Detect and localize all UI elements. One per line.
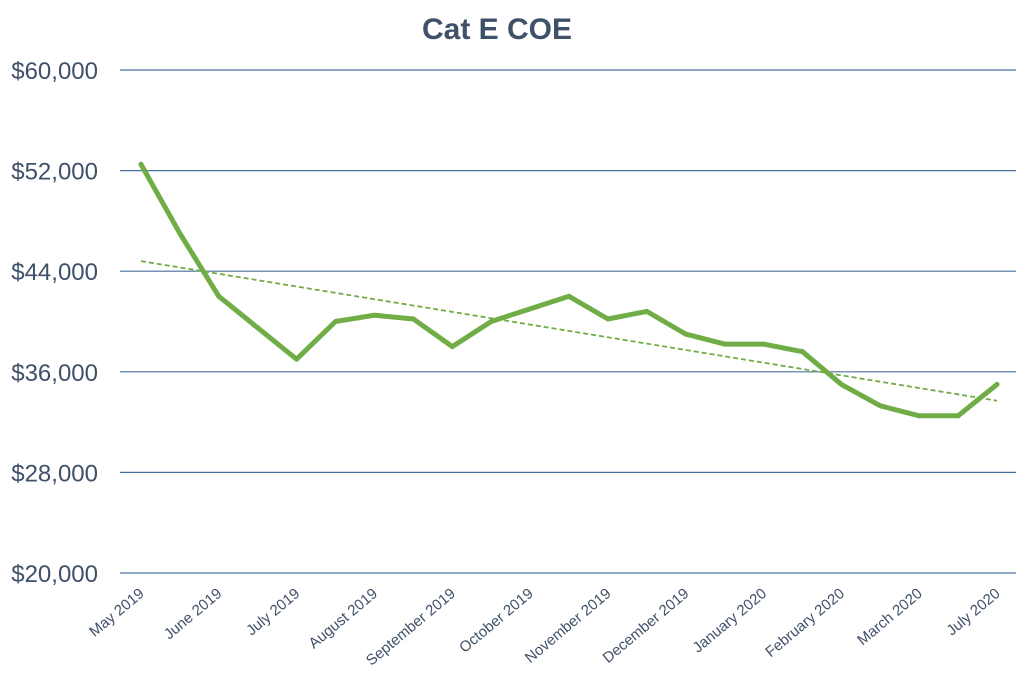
data-point bbox=[527, 306, 533, 312]
y-tick-label: $36,000 bbox=[11, 360, 98, 387]
y-tick-label: $44,000 bbox=[11, 259, 98, 286]
y-tick-label: $60,000 bbox=[11, 58, 98, 85]
x-tick-label: August 2019 bbox=[306, 585, 381, 652]
data-point bbox=[877, 403, 883, 409]
x-tick-label: January 2020 bbox=[690, 585, 771, 656]
grid-lines bbox=[120, 69, 1016, 574]
data-point bbox=[916, 413, 922, 419]
x-tick-label: July 2019 bbox=[243, 585, 303, 639]
data-point bbox=[216, 293, 222, 299]
x-tick-label: February 2020 bbox=[762, 585, 848, 661]
data-point bbox=[294, 356, 300, 362]
data-point bbox=[722, 341, 728, 347]
data-point bbox=[838, 381, 844, 387]
y-tick-label: $52,000 bbox=[11, 159, 98, 186]
data-point bbox=[449, 344, 455, 350]
x-axis-ticks: May 2019 June 2019 July 2019 August 2019Sep… bbox=[86, 585, 1003, 669]
data-point bbox=[488, 319, 494, 324]
x-tick-label: July 2020 bbox=[943, 585, 1003, 639]
x-tick-label: October 2019 bbox=[456, 585, 537, 656]
data-point bbox=[605, 316, 611, 322]
data-point bbox=[333, 319, 339, 324]
data-point bbox=[371, 312, 377, 318]
series-line bbox=[138, 161, 1000, 419]
data-point bbox=[138, 161, 144, 167]
data-point bbox=[683, 331, 689, 337]
data-point bbox=[799, 349, 805, 355]
data-point bbox=[566, 293, 572, 299]
y-tick-label: $20,000 bbox=[11, 561, 98, 588]
data-point bbox=[177, 230, 183, 236]
data-point bbox=[955, 413, 961, 419]
y-axis-ticks: $20,000 $28,000 $36,000 $44,000 $52,000 $60,0… bbox=[11, 58, 98, 588]
chart-title: Cat E COE bbox=[422, 13, 572, 46]
plot-area bbox=[138, 161, 1000, 419]
x-tick-label: May 2019 bbox=[86, 585, 147, 640]
data-point bbox=[255, 325, 261, 331]
x-tick-label: June 2019 bbox=[161, 585, 226, 643]
data-point bbox=[644, 308, 650, 314]
x-tick-label: March 2020 bbox=[854, 585, 926, 649]
y-tick-label: $28,000 bbox=[11, 460, 98, 487]
data-point bbox=[994, 381, 1000, 387]
data-point bbox=[761, 341, 767, 347]
data-point bbox=[410, 316, 416, 322]
trendline bbox=[140, 260, 998, 402]
